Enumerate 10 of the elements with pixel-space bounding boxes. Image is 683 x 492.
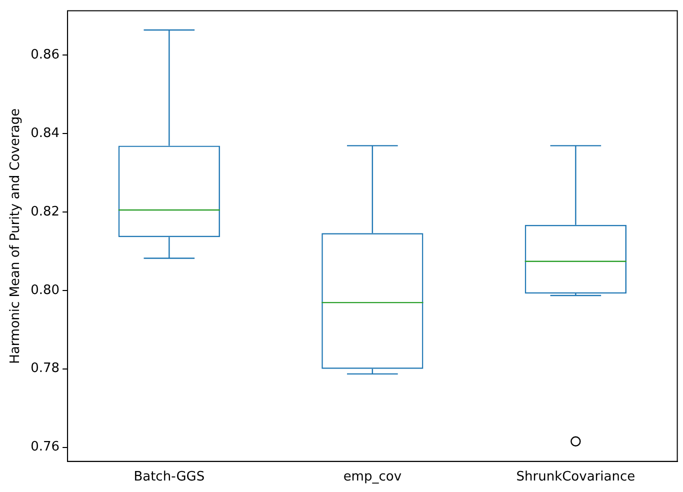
- y-tick-label: 0.78: [30, 361, 60, 376]
- y-tick-label: 0.82: [30, 204, 60, 220]
- y-tick-label: 0.84: [30, 126, 60, 141]
- x-tick-label: Batch-GGS: [134, 470, 205, 485]
- x-tick-label: ShrunkCovariance: [516, 470, 636, 485]
- y-axis-title: Harmonic Mean of Purity and Coverage: [8, 108, 24, 364]
- y-tick-label: 0.76: [30, 440, 60, 455]
- y-tick-label: 0.80: [30, 282, 60, 298]
- y-tick-label: 0.86: [30, 47, 60, 62]
- x-tick-label: emp_cov: [343, 470, 402, 485]
